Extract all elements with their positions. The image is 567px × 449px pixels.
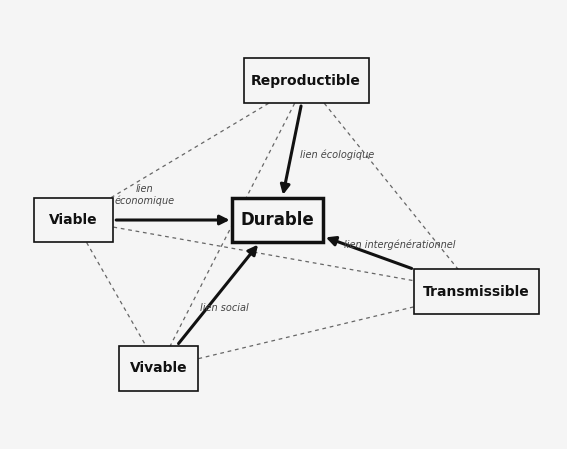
FancyBboxPatch shape — [34, 198, 113, 242]
Text: lien
économique: lien économique — [115, 184, 175, 207]
Text: lien social: lien social — [200, 303, 248, 313]
Text: Viable: Viable — [49, 213, 98, 227]
FancyBboxPatch shape — [232, 198, 323, 242]
FancyBboxPatch shape — [119, 346, 198, 391]
FancyBboxPatch shape — [244, 58, 369, 103]
Text: Vivable: Vivable — [130, 361, 188, 375]
Text: lien intergénérationnel: lien intergénérationnel — [344, 239, 455, 250]
Text: lien écologique: lien écologique — [301, 150, 374, 160]
Text: Transmissible: Transmissible — [423, 285, 530, 299]
FancyBboxPatch shape — [414, 269, 539, 314]
Text: Durable: Durable — [241, 211, 315, 229]
Text: Reproductible: Reproductible — [251, 74, 361, 88]
